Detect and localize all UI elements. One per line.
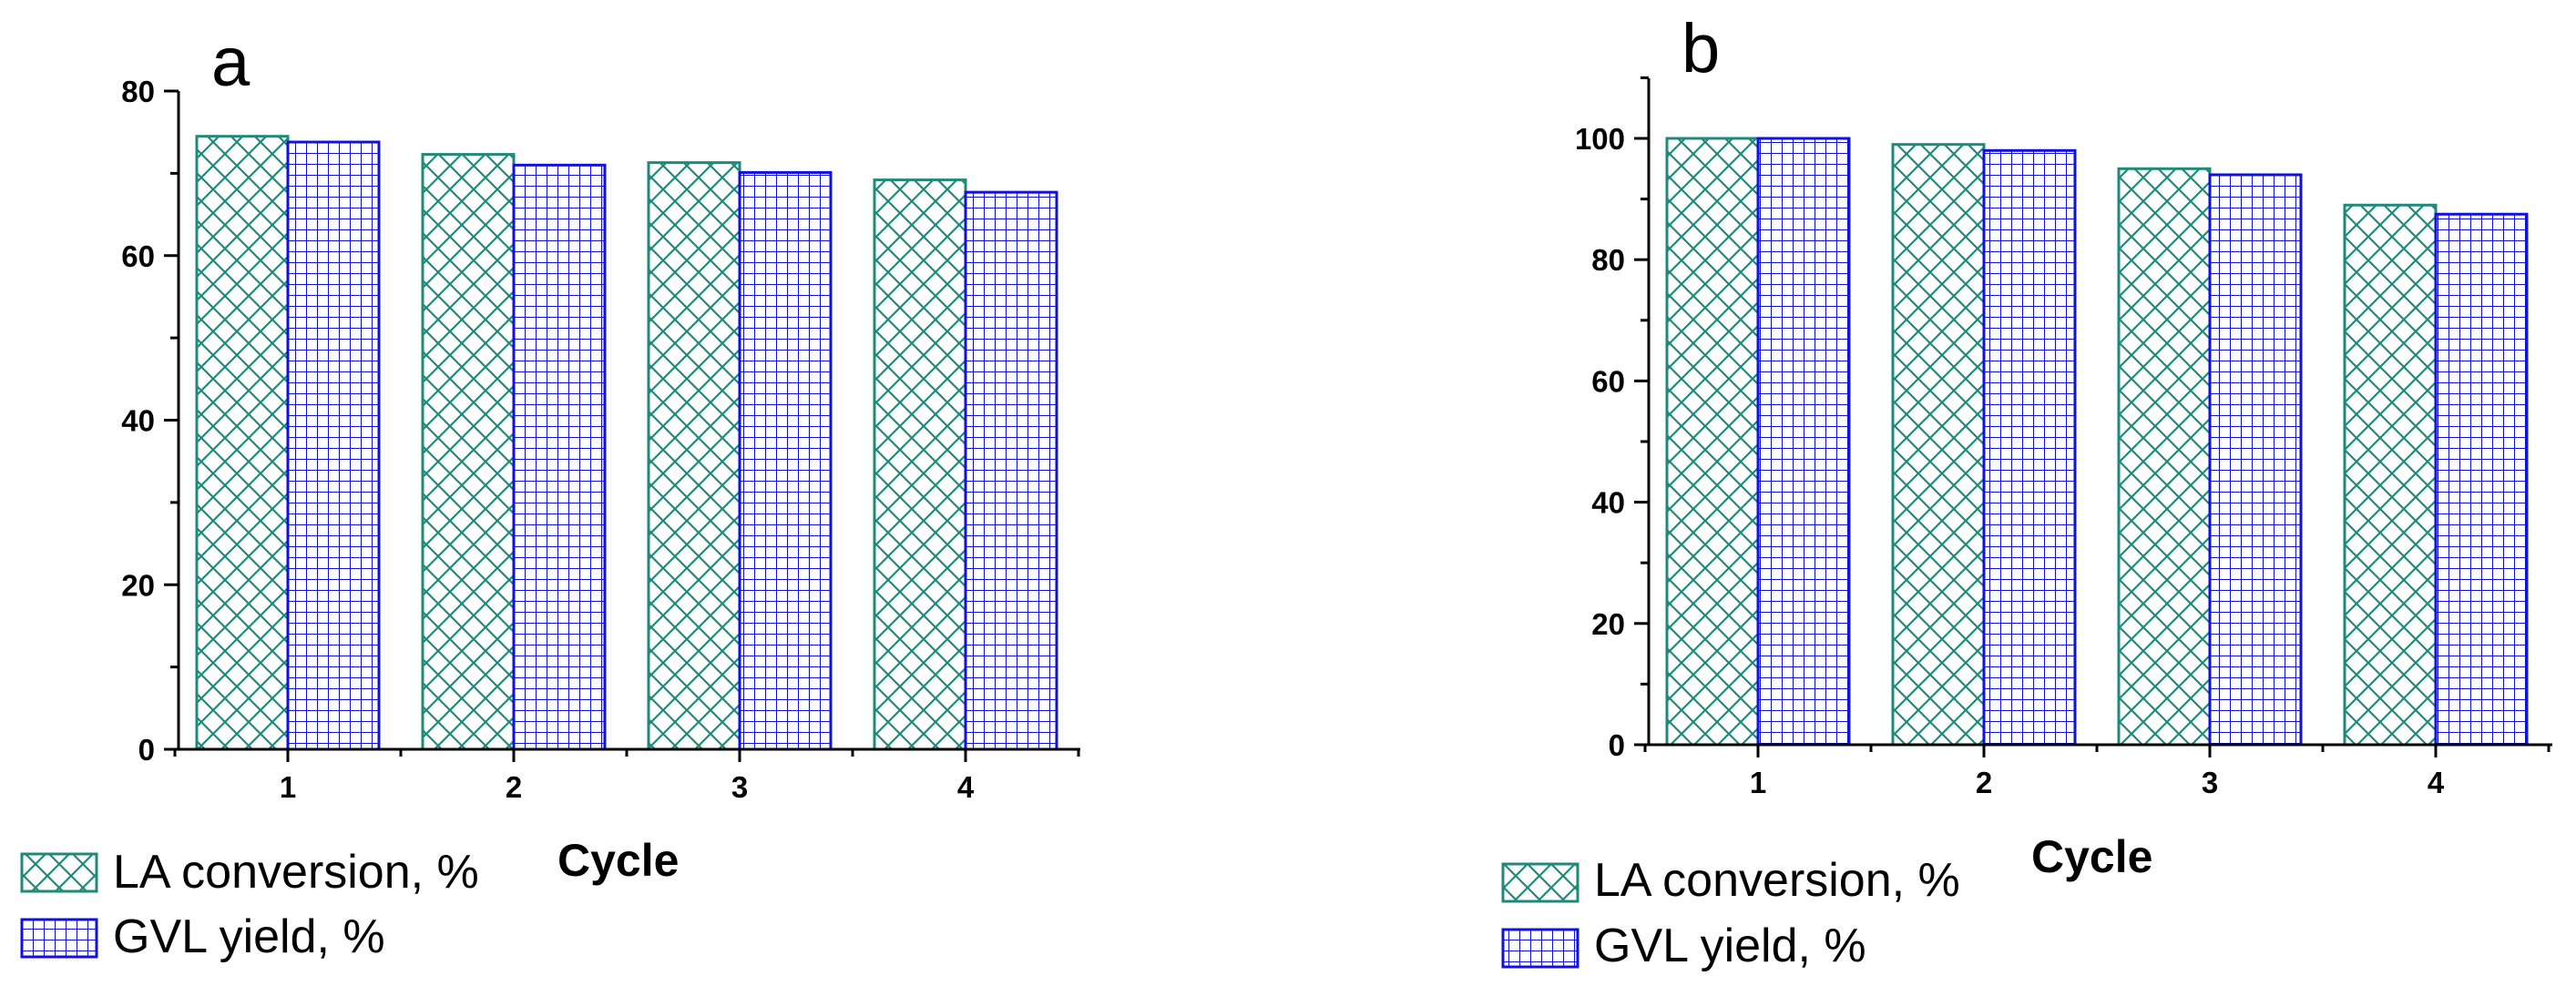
a-y-tick-label: 40 bbox=[121, 404, 155, 438]
b-x-tick-label: 4 bbox=[2428, 766, 2445, 799]
b-x-tick-label: 3 bbox=[2202, 766, 2218, 799]
a-bar-la-cycle-3 bbox=[647, 161, 741, 751]
b-x-tick-label: 1 bbox=[1750, 766, 1766, 799]
a-y-tick-label: 60 bbox=[121, 239, 155, 273]
b-y-tick-label: 40 bbox=[1591, 486, 1625, 520]
panel-a-legend-label-gvl: GVL yield, % bbox=[113, 910, 385, 963]
panel-a-axes bbox=[164, 89, 1080, 762]
panel-b-legend-item-la: LA conversion, % bbox=[1501, 854, 1960, 907]
a-x-tick-label: 2 bbox=[506, 770, 522, 804]
b-bar-gvl-cycle-4 bbox=[2434, 212, 2529, 747]
a-x-tick-label: 4 bbox=[957, 770, 975, 804]
a-bar-la-cycle-4 bbox=[873, 178, 967, 751]
panel-a-legend-swatch-gvl bbox=[20, 918, 98, 959]
a-bar-la-cycle-2 bbox=[421, 153, 516, 751]
panel-b-bars bbox=[1665, 137, 2529, 747]
b-y-tick-label: 20 bbox=[1591, 607, 1625, 641]
panel-b-axes bbox=[1634, 76, 2552, 757]
panel-b: b 0 20 40 60 80 100 1 2 3 4 Cycle LA conversion,… bbox=[1501, 10, 2552, 972]
b-bar-gvl-cycle-3 bbox=[2208, 173, 2303, 747]
b-y-tick-label: 60 bbox=[1591, 364, 1625, 398]
panel-a-y-tick-labels: 0 20 40 60 80 bbox=[121, 75, 155, 767]
panel-a-x-tick-labels: 1 2 3 4 bbox=[280, 770, 975, 804]
a-y-tick-label: 20 bbox=[121, 568, 155, 602]
b-bar-la-cycle-4 bbox=[2343, 203, 2438, 747]
a-bar-gvl-cycle-1 bbox=[286, 140, 381, 751]
b-y-tick-label: 80 bbox=[1591, 243, 1625, 277]
panel-b-x-axis-title: Cycle bbox=[2031, 831, 2152, 882]
b-bar-la-cycle-3 bbox=[2117, 167, 2212, 747]
b-y-tick-label: 0 bbox=[1609, 728, 1625, 762]
a-bar-la-cycle-1 bbox=[195, 135, 290, 751]
b-bar-gvl-cycle-1 bbox=[1756, 137, 1851, 747]
b-bar-la-cycle-2 bbox=[1891, 143, 1986, 747]
panel-a-legend: LA conversion, % GVL yield, % bbox=[20, 846, 479, 963]
a-bar-gvl-cycle-3 bbox=[738, 170, 833, 751]
panel-b-legend-swatch-gvl bbox=[1501, 928, 1579, 969]
b-bar-la-cycle-1 bbox=[1665, 137, 1760, 747]
panel-b-legend: LA conversion, % GVL yield, % bbox=[1501, 854, 1960, 972]
panel-b-legend-label-gvl: GVL yield, % bbox=[1594, 920, 1866, 972]
a-y-tick-label: 80 bbox=[121, 75, 155, 108]
panel-a-legend-item-gvl: GVL yield, % bbox=[20, 910, 385, 963]
a-x-tick-label: 1 bbox=[280, 770, 296, 804]
panel-a-legend-swatch-la bbox=[20, 852, 98, 893]
panel-a: a 0 20 40 60 80 1 2 3 4 Cycle LA conversion, % … bbox=[20, 24, 1080, 963]
panel-b-legend-label-la: LA conversion, % bbox=[1594, 854, 1960, 907]
a-y-tick-label: 0 bbox=[138, 733, 155, 767]
panel-a-letter: a bbox=[211, 24, 250, 101]
panel-a-legend-label-la: LA conversion, % bbox=[113, 846, 479, 899]
a-bar-gvl-cycle-4 bbox=[964, 190, 1058, 751]
a-x-tick-label: 3 bbox=[731, 770, 748, 804]
panel-b-legend-swatch-la bbox=[1501, 862, 1579, 903]
panel-b-letter: b bbox=[1682, 10, 1720, 87]
panel-a-bars bbox=[195, 135, 1058, 751]
b-x-tick-label: 2 bbox=[1976, 766, 1992, 799]
b-y-tick-label: 100 bbox=[1575, 122, 1625, 156]
b-bar-gvl-cycle-2 bbox=[1982, 148, 2077, 747]
panel-a-legend-item-la: LA conversion, % bbox=[20, 846, 479, 899]
panel-b-y-tick-labels: 0 20 40 60 80 100 bbox=[1575, 122, 1625, 762]
panel-b-x-tick-labels: 1 2 3 4 bbox=[1750, 766, 2445, 799]
panel-a-x-axis-title: Cycle bbox=[557, 835, 679, 886]
panel-b-legend-item-gvl: GVL yield, % bbox=[1501, 920, 1866, 972]
a-bar-gvl-cycle-2 bbox=[512, 163, 607, 751]
